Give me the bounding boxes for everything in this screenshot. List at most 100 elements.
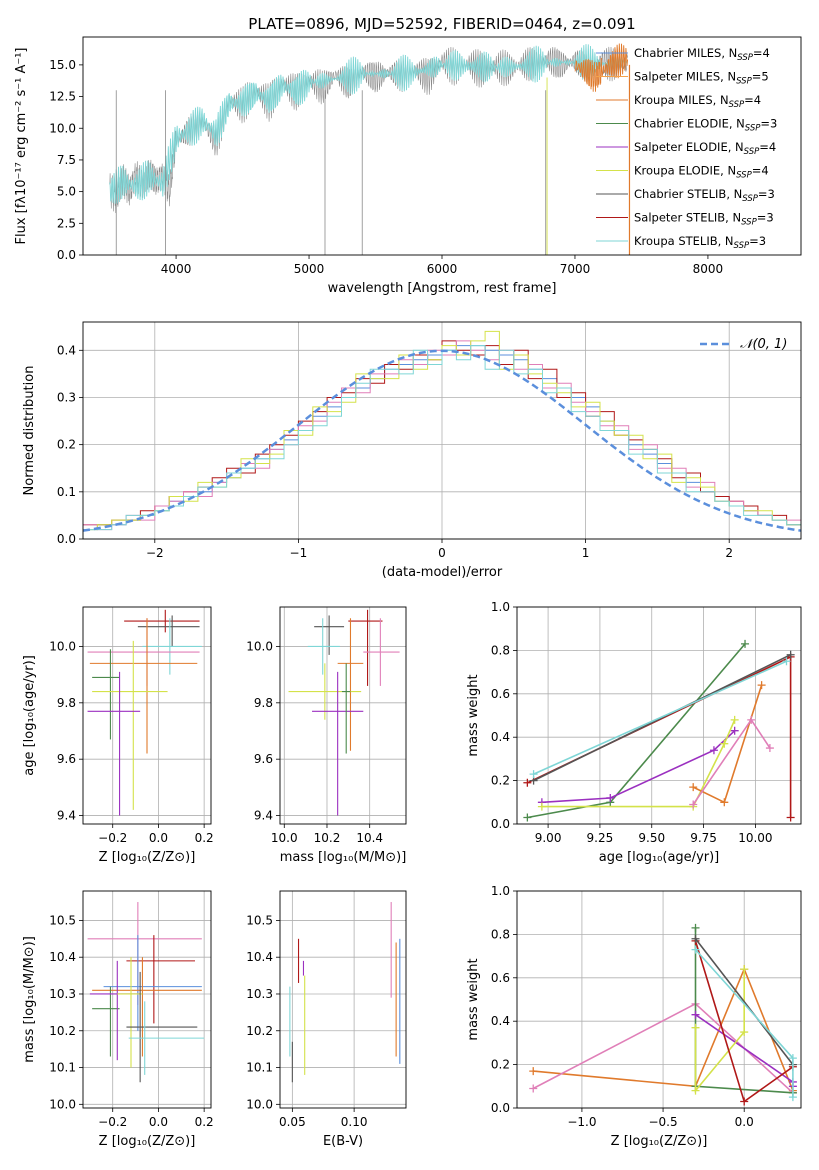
y-tick-label: 1.0 bbox=[491, 600, 510, 614]
x-axis-label: mass [log₁₀(M/M⊙)] bbox=[280, 850, 407, 865]
plot-area bbox=[529, 923, 797, 1106]
axes-frame bbox=[82, 36, 802, 256]
y-axis-label: mass weight bbox=[466, 674, 481, 756]
axes-frame bbox=[516, 606, 802, 825]
plus-marker bbox=[691, 934, 700, 943]
panel-residuals: −2 −1 0 1 2 0.0 0.1 0.2 0.3 0.4 (data-model)/error… bbox=[22, 321, 802, 580]
x-axis-label: Z [log₁₀(Z/Z⊙)] bbox=[611, 1134, 708, 1149]
x-tick-label: 5000 bbox=[294, 262, 325, 276]
y-tick-label: 9.8 bbox=[57, 696, 76, 710]
plus-marker bbox=[691, 945, 700, 954]
grid bbox=[280, 607, 406, 824]
x-tick-label: 0 bbox=[438, 546, 446, 560]
y-tick-label: 10.4 bbox=[49, 950, 76, 964]
x-tick-label: −2 bbox=[146, 546, 164, 560]
x-tick-label: −0.2 bbox=[98, 831, 127, 845]
y-tick-label: 7.5 bbox=[57, 153, 76, 167]
plus-marker bbox=[523, 778, 532, 787]
y-tick-label: 0.0 bbox=[57, 532, 76, 546]
plus-marker bbox=[788, 1093, 797, 1102]
x-tick-label: 9.75 bbox=[690, 831, 717, 845]
x-tick-label: 10.2 bbox=[314, 831, 341, 845]
y-tick-label: 10.2 bbox=[49, 1024, 76, 1038]
y-tick-label: 1.0 bbox=[491, 884, 510, 898]
panel-mass-vs-Z: −0.2 0.0 0.2 10.0 10.1 10.2 10.3 10.4 10.5 Z [log… bbox=[22, 890, 214, 1149]
plus-marker bbox=[765, 744, 774, 753]
x-tick-label: −0.5 bbox=[648, 1115, 677, 1129]
y-axis-label: Flux [fλ10⁻¹⁷ erg cm⁻² s⁻¹ A⁻¹] bbox=[14, 48, 29, 245]
plus-marker bbox=[786, 650, 795, 659]
axes-frame bbox=[516, 890, 802, 1109]
legend-entry: Kroupa ELODIE, NSSP=4 bbox=[634, 164, 769, 181]
x-tick-label: 10.00 bbox=[738, 831, 772, 845]
plot-area bbox=[523, 639, 795, 822]
x-axis-label: E(B-V) bbox=[323, 1134, 363, 1149]
plus-marker bbox=[606, 793, 615, 802]
x-axis-label: Z [log₁₀(Z/Z⊙)] bbox=[99, 850, 196, 865]
plus-marker bbox=[788, 1054, 797, 1063]
spectrum-trace bbox=[109, 44, 628, 204]
y-tick-label: 0.0 bbox=[57, 248, 76, 262]
y-axis-label: age [log₁₀(age/yr)] bbox=[22, 655, 37, 776]
weight-series bbox=[692, 718, 771, 805]
legend-entry: 𝒩(0, 1) bbox=[740, 337, 787, 352]
plus-marker bbox=[741, 639, 750, 648]
x-tick-label: −1 bbox=[290, 546, 308, 560]
x-tick-label: −0.2 bbox=[98, 1115, 127, 1129]
y-tick-label: 0.6 bbox=[491, 687, 510, 701]
y-tick-label: 10.0 bbox=[49, 639, 76, 653]
x-axis-label: age [log₁₀(age/yr)] bbox=[599, 850, 720, 865]
plus-marker bbox=[529, 770, 538, 779]
plus-marker bbox=[740, 1028, 749, 1037]
y-tick-label: 2.5 bbox=[57, 216, 76, 230]
x-tick-label: 2 bbox=[725, 546, 733, 560]
x-tick-label: 7000 bbox=[560, 262, 591, 276]
x-tick-label: −1.0 bbox=[567, 1115, 596, 1129]
y-tick-label: 9.8 bbox=[254, 696, 273, 710]
x-tick-label: 0.0 bbox=[149, 1115, 168, 1129]
plot-area bbox=[288, 609, 400, 816]
x-tick-label: 10.4 bbox=[356, 831, 383, 845]
y-tick-label: 0.2 bbox=[57, 438, 76, 452]
y-tick-label: 10.0 bbox=[49, 1097, 76, 1111]
axes-frame bbox=[82, 606, 212, 825]
grid bbox=[83, 607, 211, 824]
y-tick-label: 10.5 bbox=[49, 913, 76, 927]
x-tick-label: 9.00 bbox=[535, 831, 562, 845]
y-tick-label: 0.0 bbox=[491, 817, 510, 831]
histogram-series bbox=[83, 345, 801, 539]
x-tick-label: 0.2 bbox=[195, 831, 214, 845]
plus-marker bbox=[730, 726, 739, 735]
legend-entry: Kroupa MILES, NSSP=4 bbox=[634, 93, 761, 110]
y-axis-label: Normed distribution bbox=[22, 366, 37, 496]
plus-marker bbox=[730, 715, 739, 724]
legend-entry: Kroupa STELIB, NSSP=3 bbox=[634, 234, 766, 251]
legend-entry: Salpeter MILES, NSSP=5 bbox=[634, 70, 769, 87]
panel-spectrum: 4000 5000 6000 7000 8000 0.0 2.5 5.0 7.5 10.0 12.5… bbox=[14, 15, 802, 296]
grid bbox=[280, 891, 406, 1108]
x-tick-label: 9.25 bbox=[587, 831, 614, 845]
x-tick-label: 4000 bbox=[161, 262, 192, 276]
plus-marker bbox=[537, 802, 546, 811]
legend: 𝒩(0, 1) bbox=[700, 337, 787, 352]
plus-marker bbox=[529, 1084, 538, 1093]
y-tick-label: 10.0 bbox=[246, 1097, 273, 1111]
plus-marker bbox=[740, 1097, 749, 1106]
y-tick-label: 12.5 bbox=[49, 90, 76, 104]
legend-entry: Chabrier STELIB, NSSP=3 bbox=[634, 187, 775, 204]
plot-area bbox=[109, 43, 631, 255]
y-tick-label: 9.6 bbox=[254, 752, 273, 766]
plus-marker bbox=[529, 1067, 538, 1076]
panel-mass-vs-EBV: 0.05 0.10 10.0 10.1 10.2 10.3 10.4 10.5 E(B-V) bbox=[246, 890, 407, 1149]
panel-age-vs-Z: −0.2 0.0 0.2 9.4 9.6 9.8 10.0 Z [log₁₀(Z/Z⊙)] ag… bbox=[22, 606, 214, 865]
plot-area bbox=[87, 609, 202, 816]
axes-frame bbox=[279, 890, 407, 1109]
y-tick-label: 5.0 bbox=[57, 185, 76, 199]
x-tick-label: 0.0 bbox=[149, 831, 168, 845]
panel-age-vs-mass: 10.0 10.2 10.4 9.4 9.6 9.8 10.0 mass [log₁₀(M/M… bbox=[246, 606, 407, 865]
y-tick-label: 10.5 bbox=[246, 913, 273, 927]
panel-weight-vs-age: 9.00 9.25 9.50 9.75 10.00 0.0 0.2 0.4 0.6 0.8 1.0 a… bbox=[466, 600, 802, 865]
weight-series bbox=[694, 938, 794, 1066]
y-tick-label: 0.4 bbox=[491, 730, 510, 744]
